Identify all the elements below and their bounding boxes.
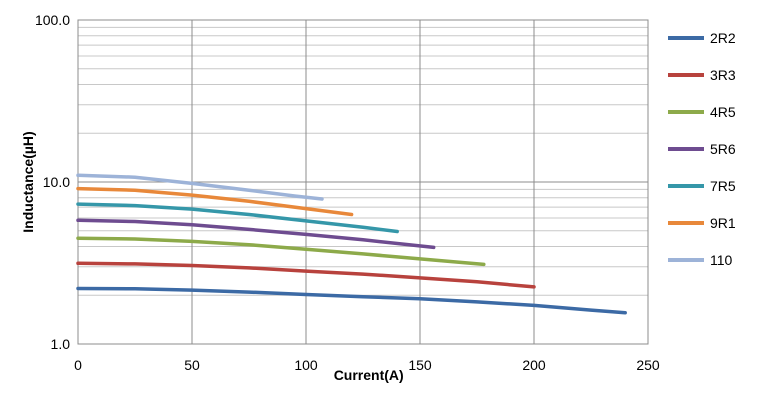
x-tick-label: 50 xyxy=(184,357,200,373)
x-axis-title: Current(A) xyxy=(334,367,404,383)
series-line-110 xyxy=(76,173,324,201)
series-line-7R5 xyxy=(76,202,399,234)
x-tick-label: 250 xyxy=(636,357,660,373)
y-tick-label: 10.0 xyxy=(43,174,70,190)
series-line-3R3 xyxy=(76,261,536,289)
y-tick-label: 100.0 xyxy=(35,12,70,28)
x-tick-label: 0 xyxy=(74,357,82,373)
series-line-9R1 xyxy=(76,186,354,217)
x-tick-label: 150 xyxy=(408,357,432,373)
legend-label-9R1: 9R1 xyxy=(710,215,736,231)
legend: 2R2 3R3 4R5 5R6 7R5 9R1 110 xyxy=(668,30,736,268)
y-axis-title: Inductance(µH) xyxy=(20,131,36,232)
legend-label-5R6: 5R6 xyxy=(710,141,736,157)
legend-label-110: 110 xyxy=(710,252,733,268)
legend-label-3R3: 3R3 xyxy=(710,67,736,83)
x-tick-label: 200 xyxy=(522,357,546,373)
series-line-5R6 xyxy=(76,218,436,250)
y-tick-label: 1.0 xyxy=(51,336,71,352)
series-lines xyxy=(76,173,627,315)
series-line-2R2 xyxy=(76,286,627,315)
plot-frame xyxy=(77,19,649,345)
series-line-4R5 xyxy=(76,236,486,267)
legend-label-4R5: 4R5 xyxy=(710,104,736,120)
tick-labels: 0 50 100 150 200 250 1.0 10.0 100.0 xyxy=(35,12,660,373)
legend-label-7R5: 7R5 xyxy=(710,178,736,194)
x-tick-label: 100 xyxy=(294,357,318,373)
legend-label-2R2: 2R2 xyxy=(710,30,736,46)
